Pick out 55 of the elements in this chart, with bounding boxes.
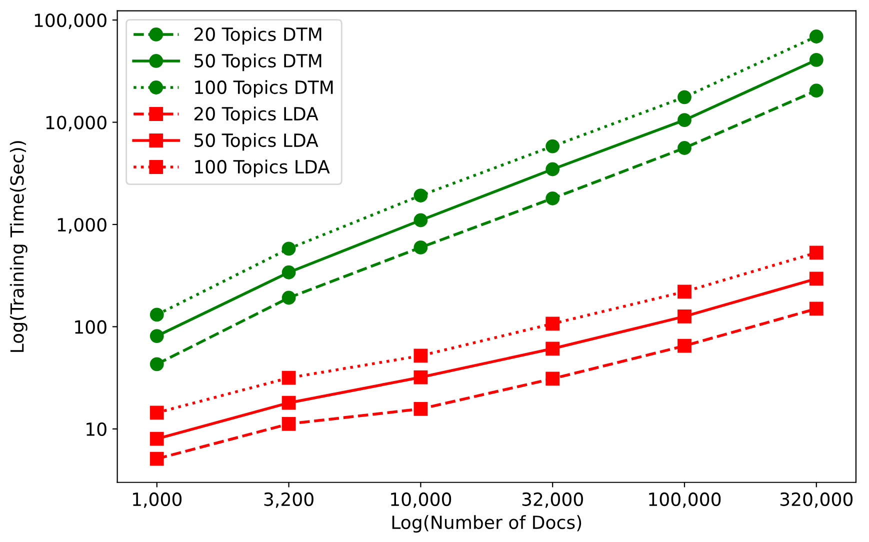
point xyxy=(282,370,296,385)
point xyxy=(150,452,164,466)
point xyxy=(414,188,428,202)
y-tick-label: 10,000 xyxy=(46,116,106,132)
point xyxy=(282,396,296,410)
point xyxy=(150,308,164,322)
point xyxy=(678,90,692,104)
x-tick-label: 3,200 xyxy=(264,492,314,508)
point xyxy=(546,316,560,331)
point xyxy=(282,265,296,280)
x-tick-label: 100,000 xyxy=(649,492,721,508)
legend-label: 20 Topics DTM xyxy=(194,27,322,45)
point xyxy=(414,370,428,384)
point xyxy=(414,348,428,363)
y-tick-label: 100 xyxy=(75,320,106,334)
point xyxy=(546,342,560,356)
point xyxy=(150,357,164,372)
y-tick-label: 10 xyxy=(86,422,106,436)
point xyxy=(414,213,428,228)
x-tick-label: 10,000 xyxy=(391,492,452,508)
point xyxy=(414,240,428,254)
point xyxy=(809,30,824,44)
y-tick-label: 100,000 xyxy=(34,13,106,29)
x-axis-title: Log(Number of Docs) xyxy=(392,515,582,533)
point xyxy=(546,139,560,154)
point xyxy=(282,242,296,256)
point xyxy=(809,84,824,98)
point xyxy=(678,141,692,155)
y-axis-title: Log(Training Time(Sec)) xyxy=(10,141,28,352)
x-tick-label: 1,000 xyxy=(133,492,182,508)
point xyxy=(150,406,164,420)
point xyxy=(678,310,692,324)
point xyxy=(414,402,428,416)
point xyxy=(809,246,824,260)
point xyxy=(282,416,296,431)
point xyxy=(282,290,296,305)
point xyxy=(809,272,824,286)
legend-label: 20 Topics LDA xyxy=(194,106,318,124)
point xyxy=(678,284,692,299)
legend-label: 100 Topics LDA xyxy=(195,160,330,178)
y-tick-label: 1,000 xyxy=(58,218,106,234)
point xyxy=(150,329,164,344)
point xyxy=(150,432,164,446)
point xyxy=(546,191,560,206)
point xyxy=(546,372,560,386)
legend-label: 100 Topics DTM xyxy=(195,80,333,98)
point xyxy=(809,302,824,316)
point xyxy=(809,52,824,67)
legend-label: 50 Topics DTM xyxy=(194,54,322,72)
point xyxy=(678,338,692,353)
legend-label: 50 Topics LDA xyxy=(194,133,318,151)
point xyxy=(678,113,692,128)
x-tick-label: 320,000 xyxy=(780,492,853,508)
point xyxy=(546,162,560,176)
x-tick-label: 32,000 xyxy=(522,492,583,508)
